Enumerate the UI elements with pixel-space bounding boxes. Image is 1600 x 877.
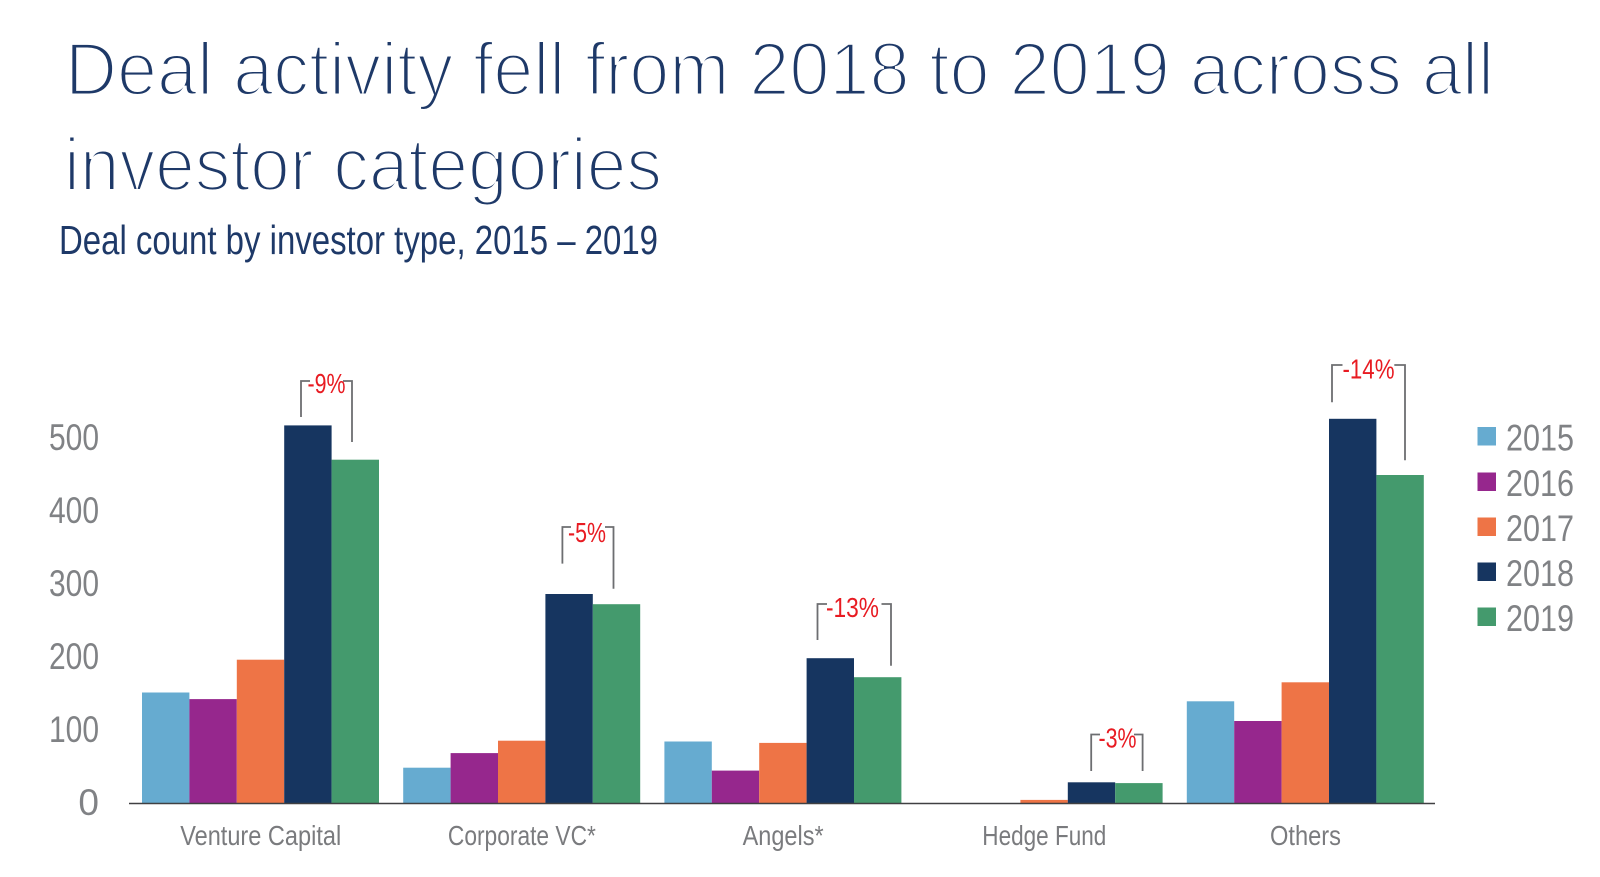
svg-text:-13%: -13% bbox=[826, 592, 879, 623]
svg-text:Deal count by investor type, 2: Deal count by investor type, 2015 – 2019 bbox=[59, 217, 658, 263]
svg-text:-3%: -3% bbox=[1099, 723, 1137, 754]
svg-text:300: 300 bbox=[49, 563, 99, 604]
svg-text:Hedge Fund: Hedge Fund bbox=[982, 820, 1106, 851]
svg-text:0: 0 bbox=[78, 782, 99, 823]
svg-text:Corporate VC*: Corporate VC* bbox=[448, 820, 596, 851]
svg-text:2019: 2019 bbox=[1506, 598, 1574, 639]
svg-text:100: 100 bbox=[49, 709, 99, 750]
svg-text:2017: 2017 bbox=[1506, 508, 1574, 549]
svg-text:400: 400 bbox=[49, 490, 99, 531]
svg-text:Venture Capital: Venture Capital bbox=[180, 820, 341, 851]
svg-text:Deal activity fell from 2018 t: Deal activity fell from 2018 to 2019 acr… bbox=[65, 27, 1494, 111]
svg-text:2018: 2018 bbox=[1506, 553, 1574, 594]
svg-text:-5%: -5% bbox=[568, 517, 606, 548]
svg-text:2016: 2016 bbox=[1506, 463, 1574, 504]
svg-text:Others: Others bbox=[1270, 820, 1341, 851]
svg-text:-14%: -14% bbox=[1343, 354, 1395, 385]
svg-text:Angels*: Angels* bbox=[743, 820, 824, 851]
svg-text:500: 500 bbox=[49, 417, 99, 458]
svg-text:investor categories: investor categories bbox=[64, 123, 662, 207]
svg-text:2015: 2015 bbox=[1506, 417, 1574, 458]
svg-text:200: 200 bbox=[49, 636, 99, 677]
svg-text:-9%: -9% bbox=[308, 368, 346, 399]
